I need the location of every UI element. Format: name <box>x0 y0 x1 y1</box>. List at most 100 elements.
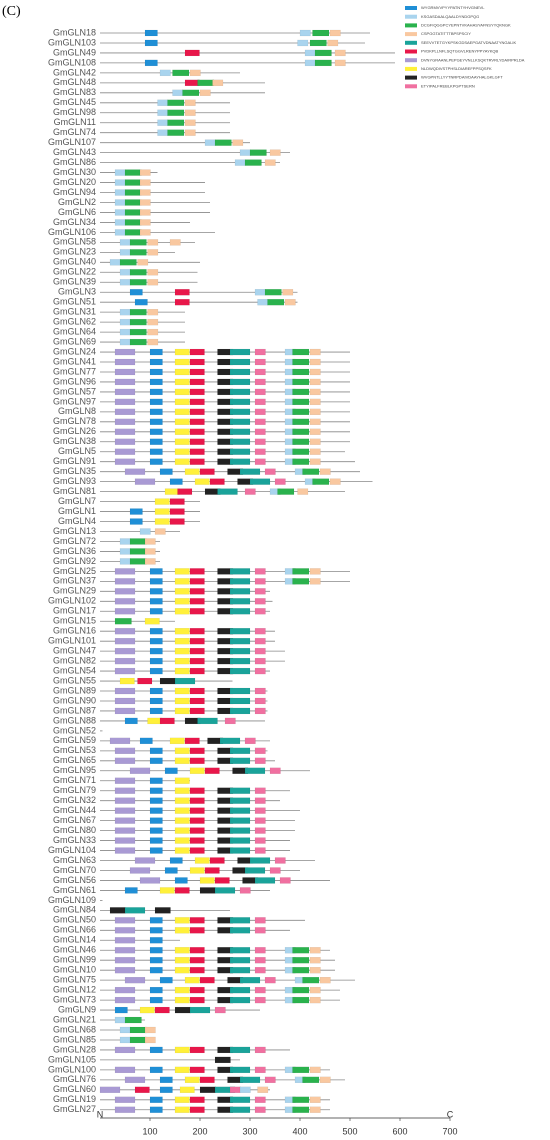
motif-box <box>149 687 163 695</box>
motif-box <box>254 608 266 615</box>
motif-box <box>114 418 136 425</box>
gene-label: GmGLN75 <box>53 975 96 985</box>
motif-box <box>189 967 205 974</box>
gene-label: GmGLN85 <box>53 1034 96 1044</box>
motif-box <box>264 977 276 984</box>
gene-label: GmGLN79 <box>53 785 96 795</box>
gene-label: GmGLN65 <box>53 755 96 765</box>
gene-label: GmGLN97 <box>53 396 96 406</box>
motif-box <box>244 737 256 745</box>
motif-box <box>154 1006 170 1014</box>
motif-box <box>254 388 266 396</box>
motif-box <box>119 1026 131 1034</box>
x-tick-label: 400 <box>292 1126 307 1136</box>
gene-label: GmGLN81 <box>53 486 96 496</box>
motif-box <box>214 1006 226 1014</box>
gene-label: GmGLN3 <box>58 287 96 297</box>
motif-box <box>159 717 175 725</box>
motif-box <box>292 1066 310 1074</box>
motif-box <box>309 458 321 465</box>
motif-box <box>229 408 251 416</box>
motif-box <box>254 628 266 635</box>
motif-box <box>119 269 131 276</box>
motif-box <box>257 1086 269 1093</box>
motif-box <box>129 518 143 525</box>
legend-swatch <box>405 84 417 89</box>
gene-label: GmGLN11 <box>54 117 96 127</box>
motif-box <box>189 628 205 635</box>
gene-label: GmGLN28 <box>53 1044 96 1054</box>
motif-box <box>129 279 147 286</box>
motif-box <box>229 807 251 814</box>
motif-box <box>149 628 163 635</box>
motif-box <box>114 189 126 196</box>
motif-box <box>129 548 147 555</box>
motif-box <box>199 89 211 96</box>
motif-box <box>302 468 320 475</box>
motif-box <box>124 229 142 236</box>
motif-box <box>229 348 251 356</box>
gene-label: GmGLN102 <box>48 596 96 606</box>
motif-box <box>149 458 163 465</box>
motif-box <box>149 1066 163 1074</box>
chart-title: (C) <box>2 4 21 19</box>
motif-box <box>169 478 183 485</box>
gene-label: GmGLN88 <box>53 715 96 725</box>
motif-box <box>114 348 136 356</box>
gene-label: GmGLN34 <box>53 217 96 227</box>
motif-box <box>189 847 205 854</box>
motif-box <box>177 488 193 495</box>
motif-box <box>194 478 210 485</box>
motif-box <box>149 917 163 924</box>
motif-box <box>174 967 190 974</box>
motif-box <box>124 189 142 196</box>
motif-box <box>254 986 266 994</box>
motif-box <box>277 488 295 495</box>
motif-box <box>254 687 266 695</box>
gene-label: GmGLN94 <box>53 187 96 197</box>
motif-box <box>229 388 251 396</box>
motif-box <box>149 837 163 844</box>
motif-box <box>229 986 251 994</box>
motif-box <box>159 69 171 77</box>
motif-box <box>109 907 126 914</box>
motif-box <box>214 877 230 884</box>
motif-box <box>309 39 327 47</box>
motif-box <box>229 687 251 695</box>
motif-box <box>254 568 266 575</box>
motif-box <box>254 448 266 455</box>
motif-box <box>189 787 205 794</box>
gene-label: GmGLN27 <box>53 1104 96 1114</box>
motif-box <box>189 807 205 814</box>
motif-box <box>149 797 163 804</box>
motif-box <box>212 79 224 86</box>
motif-box <box>144 558 156 565</box>
motif-box <box>174 677 196 685</box>
motif-box <box>199 1076 215 1083</box>
motif-box <box>149 697 163 705</box>
motif-box <box>114 807 136 814</box>
motif-box <box>189 697 205 705</box>
motif-box <box>189 957 205 964</box>
motif-box <box>309 348 321 356</box>
motif-box <box>309 398 321 406</box>
motif-box <box>114 1096 136 1103</box>
x-tick-label: 100 <box>142 1126 157 1136</box>
gene-label: GmGLN109 <box>48 895 96 905</box>
motif-box <box>114 1046 136 1054</box>
motif-box <box>149 777 163 784</box>
motif-box <box>229 947 251 954</box>
motif-box <box>314 49 332 57</box>
motif-box <box>114 229 126 236</box>
motif-box <box>129 269 147 276</box>
motif-box <box>189 378 205 386</box>
motif-box <box>129 538 147 545</box>
gene-label: GmGLN19 <box>53 1094 96 1104</box>
legend-swatch <box>405 49 417 54</box>
motif-box <box>312 29 330 37</box>
motif-box <box>254 418 266 425</box>
motif-box <box>119 677 135 685</box>
motif-box <box>114 837 136 844</box>
motif-box <box>249 478 271 485</box>
gene-label: GmGLN1 <box>58 506 96 516</box>
